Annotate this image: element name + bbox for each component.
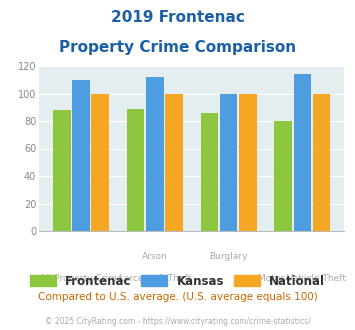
Text: Property Crime Comparison: Property Crime Comparison	[59, 40, 296, 54]
Bar	[239, 93, 257, 231]
Bar	[165, 93, 183, 231]
Bar	[313, 93, 331, 231]
Text: All Property Crime: All Property Crime	[40, 274, 122, 283]
Bar	[127, 109, 144, 231]
Text: Arson: Arson	[142, 252, 168, 261]
Bar	[91, 93, 109, 231]
Text: Motor Vehicle Theft: Motor Vehicle Theft	[258, 274, 346, 283]
Text: 2019 Frontenac: 2019 Frontenac	[110, 10, 245, 25]
Legend: Frontenac, Kansas, National: Frontenac, Kansas, National	[25, 270, 330, 292]
Bar	[146, 77, 164, 231]
Text: Burglary: Burglary	[209, 252, 248, 261]
Bar	[201, 113, 218, 231]
Bar	[294, 74, 311, 231]
Bar	[220, 93, 237, 231]
Bar	[72, 80, 90, 231]
Bar	[274, 121, 292, 231]
Text: Compared to U.S. average. (U.S. average equals 100): Compared to U.S. average. (U.S. average …	[38, 292, 317, 302]
Bar	[53, 110, 71, 231]
Text: Larceny & Theft: Larceny & Theft	[119, 274, 191, 283]
Text: © 2025 CityRating.com - https://www.cityrating.com/crime-statistics/: © 2025 CityRating.com - https://www.city…	[45, 317, 310, 326]
